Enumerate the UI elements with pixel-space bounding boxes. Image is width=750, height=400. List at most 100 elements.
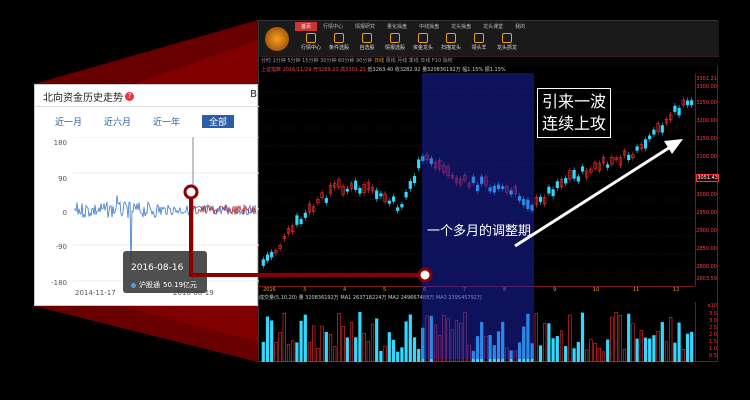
period-bar[interactable]: 分时 1分钟 5分钟 15分钟 30分钟 60分钟 90分钟 日线 周线 月线 …	[259, 57, 719, 66]
period-tabs: 近一月 近六月 近一年 全部	[55, 115, 235, 128]
volume-chart[interactable]	[259, 302, 695, 362]
tool-label: 领头羊	[471, 45, 487, 51]
volume-bar	[643, 337, 648, 362]
tool-fund-button[interactable]: 资金龙头	[409, 31, 437, 55]
volume-bar	[622, 349, 627, 362]
volume-bar	[417, 348, 421, 362]
surge-line-1: 引来一波	[542, 92, 607, 111]
volume-bar	[496, 331, 501, 362]
volume-bar	[614, 311, 618, 362]
card-title: 北向资金历史走势?	[43, 89, 134, 104]
volume-bar	[442, 315, 446, 362]
tool-scan-button[interactable]: 扫描龙头	[437, 31, 465, 55]
candle-body	[375, 190, 379, 200]
candle-body	[370, 186, 375, 191]
candle-body	[299, 219, 303, 224]
candle-body	[576, 176, 580, 182]
volume-bar	[316, 348, 320, 362]
candle-body	[673, 105, 677, 112]
tool-filter-button[interactable]: 条件选股	[325, 31, 353, 55]
tab-leader[interactable]: 龙头操盘	[451, 24, 472, 30]
date-label: 4	[343, 287, 347, 293]
price-label: 3301.21	[696, 76, 717, 82]
candle-body	[488, 187, 492, 192]
volume-bar	[677, 322, 681, 362]
candle-body	[669, 114, 673, 121]
candle-body	[417, 159, 421, 169]
volume-bar	[639, 330, 643, 362]
volume-bar	[555, 336, 559, 362]
tab-mid[interactable]: 中线操盘	[419, 24, 440, 30]
candle-body	[265, 254, 270, 261]
price-label: 2603.59	[696, 276, 717, 282]
volume-bar	[387, 332, 391, 362]
candle-body	[412, 175, 417, 184]
volume-bar	[513, 350, 517, 362]
candle-body	[358, 187, 362, 194]
tab-six-months[interactable]: 近六月	[104, 118, 132, 128]
volume-bar	[538, 345, 543, 362]
candle-body	[660, 125, 664, 133]
volume-bar	[366, 341, 370, 362]
candle-body	[664, 119, 669, 124]
tab-all[interactable]: 全部	[202, 115, 235, 128]
volume-axis: x10 3.5 3.0 2.5 2.0 1.5 1.0 0.5	[695, 302, 719, 362]
period-more[interactable]: 周线 月线 季线 年线 F10 除权	[385, 58, 453, 64]
price-axis: 3301.21 3300.00 3250.00 3200.00 3150.00 …	[695, 74, 719, 286]
volume-bar	[333, 346, 337, 362]
volume-bar	[606, 339, 610, 362]
candle-body	[396, 207, 400, 211]
price-label: 3000.00	[696, 192, 717, 198]
volume-bar	[261, 341, 265, 362]
candle-body	[551, 189, 555, 197]
date-label: 11	[633, 287, 640, 293]
price-label: 3150.00	[696, 136, 717, 142]
divider	[35, 106, 259, 107]
document-icon	[390, 33, 400, 43]
volume-bar	[534, 313, 538, 362]
tab-market[interactable]: 行情中心	[323, 24, 344, 30]
tool-label: 情报选股	[384, 45, 405, 51]
current-price-tag: 3051.43	[696, 174, 719, 182]
candle-body	[450, 174, 454, 178]
candle-body	[564, 178, 568, 184]
tab-one-month[interactable]: 近一月	[55, 118, 83, 128]
tab-home[interactable]: 首页	[295, 22, 318, 31]
tool-market-button[interactable]: 行情中心	[297, 31, 325, 55]
period-active[interactable]: 日线	[373, 58, 384, 64]
tool-intel-button[interactable]: 情报选股	[381, 31, 409, 55]
tool-leader-button[interactable]: 领头羊	[465, 31, 493, 55]
volume-bar	[375, 318, 379, 362]
volume-bar	[265, 316, 270, 362]
y-axis-label: 0	[62, 209, 67, 217]
candle-body	[555, 181, 559, 188]
tool-watchlist-button[interactable]: 自选股	[353, 31, 381, 55]
candle-body	[538, 196, 543, 202]
candle-body	[580, 166, 585, 172]
candle-body	[690, 100, 694, 106]
tool-catch-button[interactable]: 龙头抓龙	[493, 31, 521, 55]
filter-icon	[334, 33, 344, 43]
tab-class[interactable]: 龙头课堂	[483, 24, 504, 30]
candle-body	[295, 215, 299, 225]
cut-text: B	[250, 89, 257, 100]
volume-bar	[408, 314, 412, 362]
tab-quant[interactable]: 量化操盘	[387, 24, 408, 30]
help-icon[interactable]: ?	[125, 92, 134, 101]
period-options[interactable]: 分时 1分钟 5分钟 15分钟 30分钟 60分钟 90分钟	[261, 58, 373, 64]
volume-bar	[652, 335, 656, 362]
volume-bar	[580, 312, 585, 362]
surge-callout: 引来一波 连续上攻	[537, 88, 612, 138]
tab-mine[interactable]: 我的	[515, 24, 526, 30]
volume-bar	[358, 312, 362, 362]
tab-research[interactable]: 情报研究	[355, 24, 376, 30]
tab-one-year[interactable]: 近一年	[153, 118, 181, 128]
sheep-icon	[474, 33, 484, 43]
trading-terminal: 首页 行情中心 情报研究 量化操盘 中线操盘 龙头操盘 龙头课堂 我的 行情中心…	[258, 20, 719, 362]
terminal-toolbar: 首页 行情中心 情报研究 量化操盘 中线操盘 龙头操盘 龙头课堂 我的 行情中心…	[259, 21, 719, 57]
candle-body	[324, 197, 328, 203]
volume-bar	[660, 322, 664, 362]
volume-bar	[328, 334, 333, 362]
volume-bar	[433, 324, 438, 362]
candle-body	[408, 181, 412, 189]
